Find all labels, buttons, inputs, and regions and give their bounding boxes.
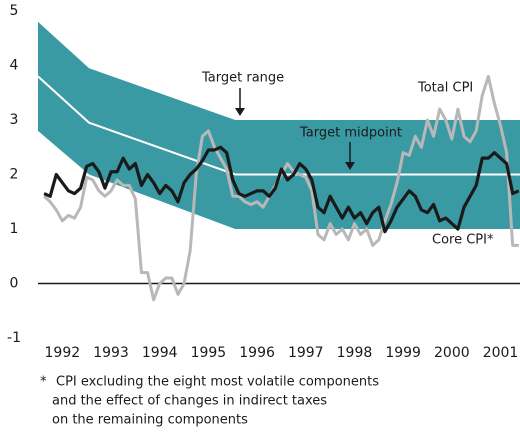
x-tick-label: 1999 [385,345,421,361]
annotation: Target midpoint [299,126,402,141]
footnote: on the remaining components [52,413,248,428]
x-tick-label: 1995 [191,345,227,361]
y-tick-label: 0 [10,276,19,292]
target-midpoint [37,75,520,176]
arrow-head [345,162,355,170]
y-tick-label: 5 [10,3,19,19]
plot: -1 0 1 2 3 4 5 1992 1993 1994 1995 1996 1997 1998 1999… [7,3,520,361]
y-tick-label: 1 [10,221,19,237]
series-line [43,74,519,302]
x-tick-label: 2000 [434,345,470,361]
y-tick-label: 2 [10,167,19,183]
footnote: CPI excluding the eight most volatile co… [56,375,379,390]
x-tick-label: 2001 [483,345,519,361]
x-tick-label: 1994 [142,345,178,361]
x-tick-label: 1993 [93,345,129,361]
x-tick-label: 1992 [45,345,81,361]
y-tick-label: 3 [10,112,19,128]
y-tick-label: -1 [7,330,21,346]
annotation: Total CPI [417,81,473,96]
x-tick-label: 1998 [337,345,373,361]
x-tick-label: 1997 [288,345,324,361]
footnote-marker: * [40,375,47,390]
annotation: Core CPI* [432,233,494,248]
arrow-head [235,108,245,116]
footnote: and the effect of changes in indirect ta… [52,394,327,409]
x-tick-label: 1996 [239,345,275,361]
annotation: Target range [201,71,284,86]
series-line [43,145,520,234]
y-tick-label: 4 [10,58,19,74]
